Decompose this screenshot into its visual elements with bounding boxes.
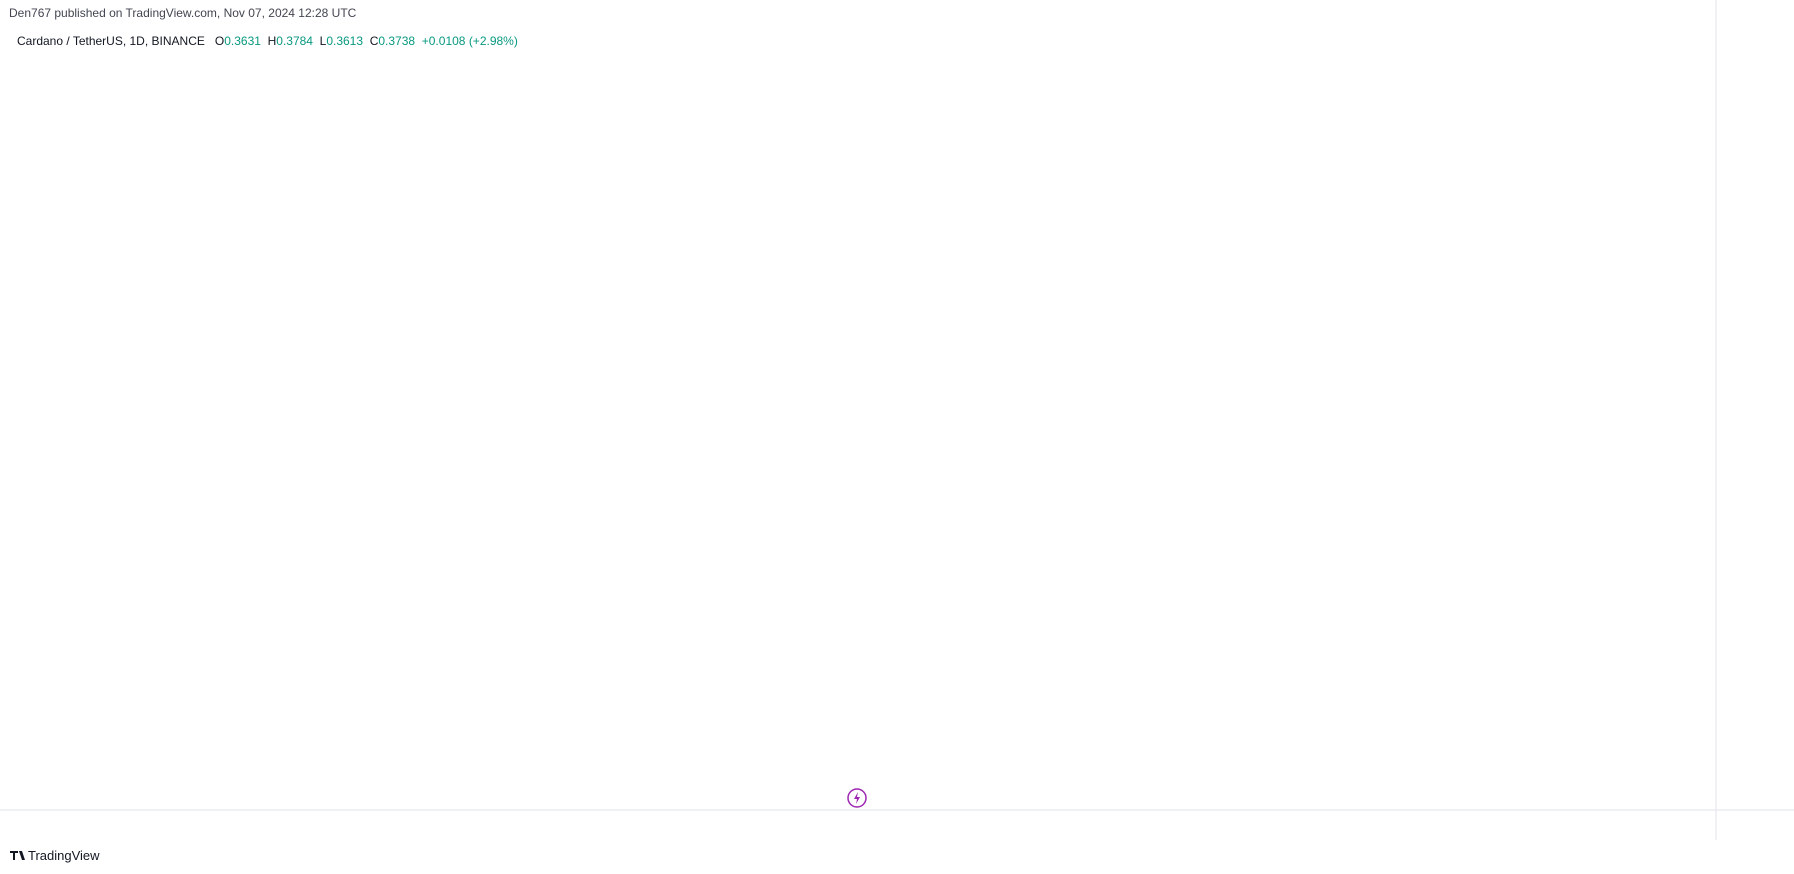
legend: Cardano / TetherUS, 1D, BINANCE O0.3631 … bbox=[17, 34, 518, 48]
label: H bbox=[267, 34, 277, 48]
label: O bbox=[214, 34, 225, 48]
publish-line: Den767 published on TradingView.com, Nov… bbox=[9, 6, 357, 20]
footer-logo-text: TradingView bbox=[28, 848, 100, 863]
symbol: Cardano / TetherUS, 1D, BINANCE bbox=[17, 34, 205, 48]
logo bbox=[10, 851, 25, 860]
value: 0.3738 bbox=[378, 34, 416, 48]
change-pct: (+2.98%) bbox=[468, 34, 518, 48]
label: C bbox=[369, 34, 379, 48]
value: 0.3613 bbox=[326, 34, 364, 48]
label: L bbox=[319, 34, 327, 48]
change: +0.0108 bbox=[421, 34, 466, 48]
event-icon-glyph bbox=[854, 792, 860, 804]
value: 0.3784 bbox=[276, 34, 313, 48]
value: 0.3631 bbox=[224, 34, 261, 48]
